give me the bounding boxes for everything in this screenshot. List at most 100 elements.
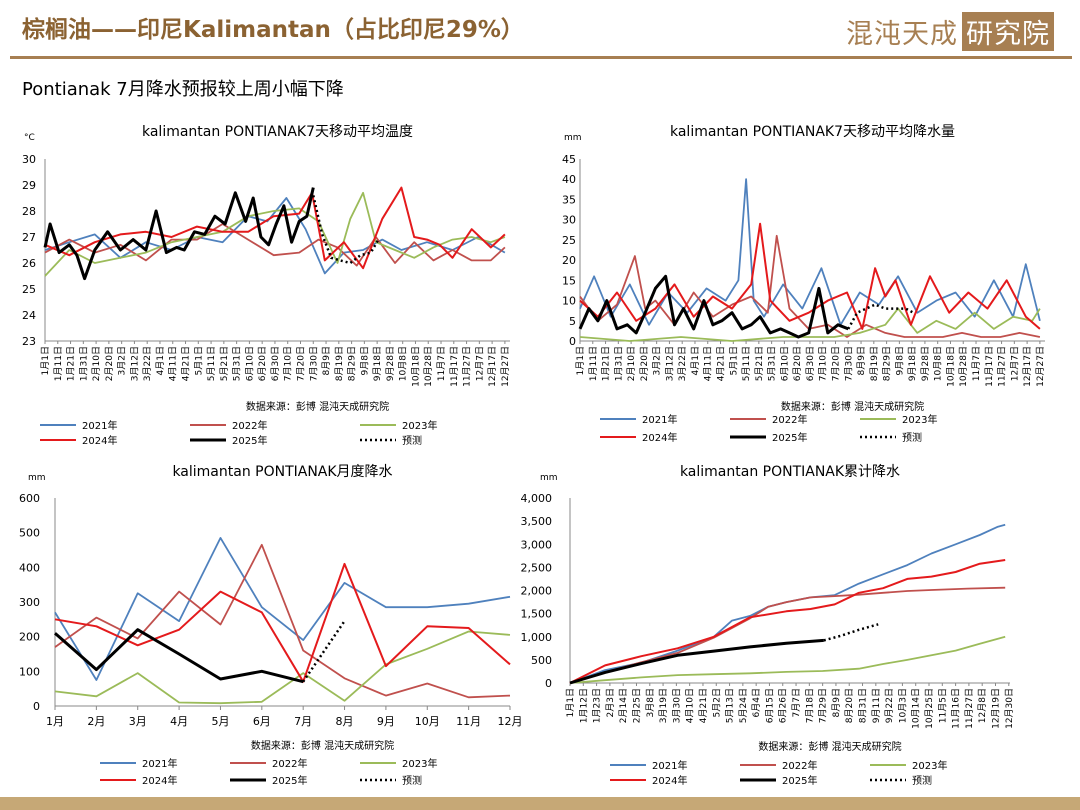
legend-label-y2025: 2025年 [782, 774, 817, 787]
x-tick-label: 1月1日 [575, 346, 586, 375]
x-tick-label: 6月 [253, 715, 271, 728]
x-tick-label: 5月31日 [767, 346, 778, 381]
x-tick-label: 12月27日 [500, 346, 511, 387]
precipitation-7d-chart: kalimantan PONTIANAK7天移动平均降水量mm051015202… [562, 124, 1046, 444]
x-tick-label: 5月 [211, 715, 229, 728]
legend-label-y2023: 2023年 [402, 757, 437, 770]
x-tick-label: 8月9日 [831, 688, 842, 717]
x-tick-label: 3月19日 [658, 688, 669, 723]
x-tick-label: 9月18日 [907, 346, 918, 381]
series-line-y2024 [569, 559, 1006, 684]
series-line-forecast [302, 620, 346, 683]
x-tick-label: 11月27日 [462, 346, 473, 387]
legend-label-y2024: 2024年 [652, 774, 687, 787]
x-tick-label: 2月10日 [626, 346, 637, 381]
y-tick-label: 23 [22, 335, 36, 348]
y-unit-label: mm [28, 473, 46, 483]
series-line-y2023 [569, 635, 1006, 684]
x-tick-label: 10月28日 [423, 346, 434, 387]
x-tick-label: 2月10日 [91, 346, 102, 381]
x-tick-label: 5月1日 [193, 346, 204, 375]
x-tick-label: 12月30日 [1004, 688, 1015, 729]
x-tick-label: 6月30日 [270, 346, 281, 381]
x-tick-label: 3月22日 [677, 346, 688, 381]
source-note: 数据来源：彭博 混沌天成研究院 [246, 400, 389, 413]
x-tick-label: 10月14日 [911, 688, 922, 729]
x-tick-label: 1月11日 [588, 346, 599, 381]
x-tick-label: 11月7日 [436, 346, 447, 381]
y-tick-label: 25 [22, 283, 36, 296]
x-tick-label: 9月8日 [894, 346, 905, 375]
x-tick-label: 5月13日 [725, 688, 736, 723]
legend-label-forecast: 预测 [902, 431, 922, 444]
legend-label-y2023: 2023年 [912, 759, 947, 772]
x-tick-label: 9月18日 [372, 346, 383, 381]
x-tick-label: 11月5日 [937, 688, 948, 723]
y-tick-label: 0 [569, 335, 576, 348]
x-tick-label: 12月7日 [474, 346, 485, 381]
y-tick-label: 3,500 [521, 515, 553, 528]
x-tick-label: 6月20日 [257, 346, 268, 381]
chart-title: kalimantan PONTIANAK7天移动平均降水量 [670, 124, 955, 140]
x-tick-label: 6月10日 [779, 346, 790, 381]
legend-label-y2023: 2023年 [402, 419, 437, 432]
legend-label-y2025: 2025年 [272, 774, 307, 787]
x-tick-label: 5月31日 [232, 346, 243, 381]
y-tick-label: 10 [562, 295, 576, 308]
x-tick-label: 3月12日 [129, 346, 140, 381]
x-tick-label: 3月30日 [671, 688, 682, 723]
y-tick-label: 4,000 [521, 492, 553, 505]
x-tick-label: 8月29日 [347, 346, 358, 381]
legend-label-forecast: 预测 [912, 774, 932, 787]
series-line-y2021 [569, 523, 1006, 684]
legend-label-y2022: 2022年 [272, 757, 307, 770]
y-tick-label: 25 [562, 234, 576, 247]
x-tick-label: 7月29日 [818, 688, 829, 723]
x-tick-label: 4月21日 [181, 346, 192, 381]
logo-text: 混沌天成 [846, 19, 958, 50]
x-tick-label: 12月 [498, 715, 523, 728]
x-tick-label: 8月9日 [856, 346, 867, 375]
series-line-y2025 [569, 638, 824, 685]
x-tick-label: 2月20日 [639, 346, 650, 381]
x-tick-label: 2月14日 [618, 688, 629, 723]
series-line-y2021 [44, 197, 506, 275]
x-tick-label: 6月10日 [244, 346, 255, 381]
x-tick-label: 7月10日 [818, 346, 829, 381]
y-unit-label: mm [540, 473, 558, 483]
cumulative-precipitation-chart: kalimantan PONTIANAK累计降水 mm 0 500 1,000 1,500… [521, 464, 1015, 787]
x-tick-label: 4月 [170, 715, 188, 728]
source-note: 数据来源：彭博 混沌天成研究院 [781, 400, 924, 413]
x-tick-label: 1月21日 [66, 346, 77, 381]
y-tick-label: 300 [19, 596, 40, 609]
x-tick-label: 12月27日 [1035, 346, 1046, 387]
x-tick-label: 9月28日 [385, 346, 396, 381]
legend-label-y2022: 2022年 [232, 419, 267, 432]
y-tick-label: 30 [562, 214, 576, 227]
y-tick-label: 35 [562, 193, 576, 206]
x-tick-label: 8月 [336, 715, 354, 728]
y-tick-label: 200 [19, 631, 40, 644]
x-tick-label: 4月11日 [703, 346, 714, 381]
series-line-y2025 [54, 628, 304, 684]
x-tick-label: 10月8日 [933, 346, 944, 381]
y-tick-label: 5 [569, 315, 576, 328]
x-tick-label: 4月10日 [685, 688, 696, 723]
x-tick-label: 3月2日 [652, 346, 663, 375]
series-line-y2022 [44, 223, 506, 267]
footer-bar [0, 797, 1080, 810]
x-tick-label: 12月17日 [1022, 346, 1033, 387]
legend-label-y2021: 2021年 [642, 413, 677, 426]
legend-label-forecast: 预测 [402, 774, 422, 787]
x-tick-label: 12月7日 [1009, 346, 1020, 381]
x-tick-label: 6月30日 [805, 346, 816, 381]
series-line-y2024 [579, 222, 1041, 330]
x-tick-label: 9月8日 [359, 346, 370, 375]
logo-box-text: 研究院 [962, 12, 1054, 51]
x-tick-label: 9月22日 [884, 688, 895, 723]
x-tick-label: 10月25日 [924, 688, 935, 729]
x-tick-label: 5月1日 [728, 346, 739, 375]
x-tick-label: 4月11日 [168, 346, 179, 381]
x-tick-label: 7月10日 [283, 346, 294, 381]
source-note: 数据来源：彭博 混沌天成研究院 [758, 740, 901, 753]
